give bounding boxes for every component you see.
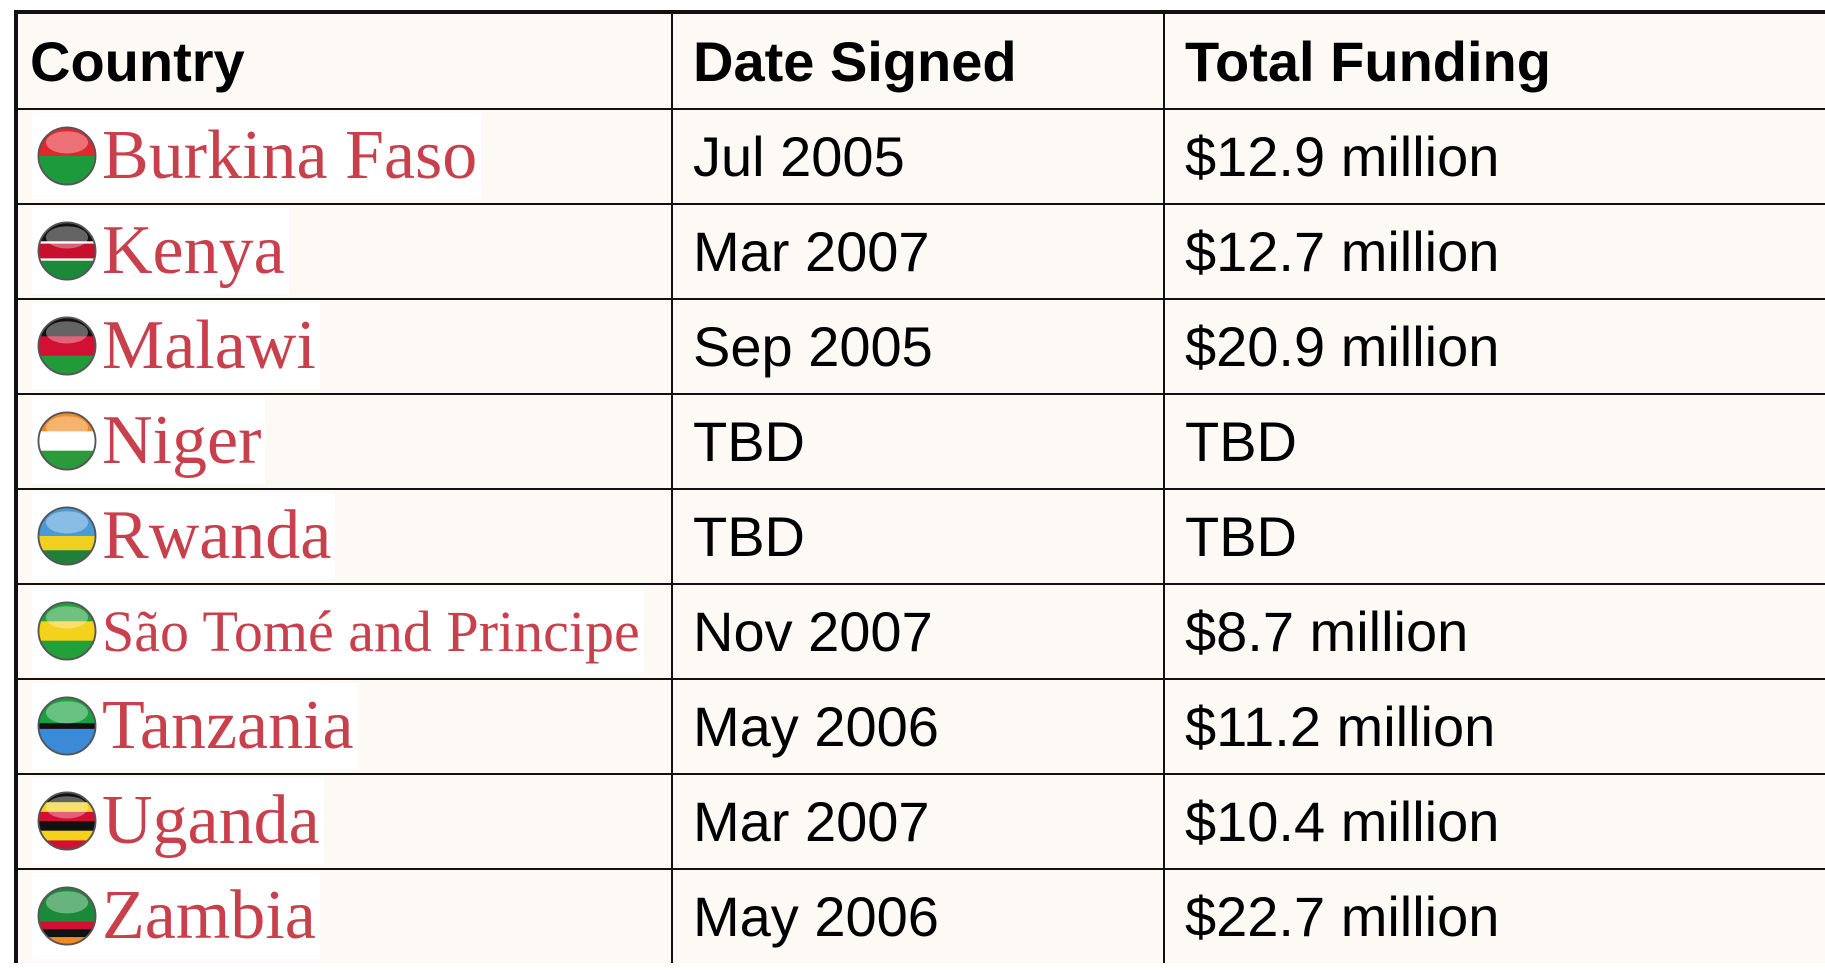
flag-icon — [37, 316, 97, 376]
table-row: Malawi Sep 2005 $20.9 million — [14, 298, 1825, 395]
country-cell: Zambia — [14, 868, 673, 963]
flag-icon — [37, 791, 97, 851]
country-cell: Rwanda — [14, 488, 673, 585]
table-row: Niger TBD TBD — [14, 393, 1825, 490]
flag-icon — [37, 886, 97, 946]
funding-table: Country Date Signed Total Funding Burkin… — [14, 10, 1825, 963]
header-cell: Country — [14, 10, 673, 110]
country-label: Burkina Faso — [32, 113, 482, 199]
country-label: Niger — [32, 398, 266, 484]
funding-cell: $20.9 million — [1163, 298, 1825, 395]
country-label: Zambia — [32, 873, 320, 959]
table-row: São Tomé and Principe Nov 2007 $8.7 millio… — [14, 583, 1825, 680]
date-cell: May 2006 — [671, 678, 1165, 775]
date-cell: Nov 2007 — [671, 583, 1165, 680]
date-cell: Sep 2005 — [671, 298, 1165, 395]
country-cell: Malawi — [14, 298, 673, 395]
flag-icon — [37, 411, 97, 471]
funding-cell: $10.4 million — [1163, 773, 1825, 870]
flag-icon — [37, 126, 97, 186]
country-label: Uganda — [32, 778, 324, 864]
date-cell: TBD — [671, 488, 1165, 585]
country-name: Niger — [102, 402, 262, 479]
table-row: Burkina Faso Jul 2005 $12.9 million — [14, 108, 1825, 205]
country-label: Malawi — [32, 303, 320, 389]
flag-icon — [37, 506, 97, 566]
date-cell: TBD — [671, 393, 1165, 490]
country-name: Zambia — [102, 877, 316, 954]
country-name: Uganda — [102, 782, 320, 859]
country-name: Tanzania — [102, 687, 354, 764]
table-row: Kenya Mar 2007 $12.7 million — [14, 203, 1825, 300]
country-cell: Kenya — [14, 203, 673, 300]
country-name: Malawi — [102, 307, 316, 384]
flag-icon — [37, 221, 97, 281]
country-name: Kenya — [102, 212, 285, 289]
flag-icon — [37, 601, 97, 661]
flag-icon — [37, 696, 97, 756]
funding-cell: TBD — [1163, 488, 1825, 585]
date-cell: Mar 2007 — [671, 203, 1165, 300]
country-cell: Tanzania — [14, 678, 673, 775]
country-cell: Burkina Faso — [14, 108, 673, 205]
header-cell: Total Funding — [1163, 10, 1825, 110]
table-row: Tanzania May 2006 $11.2 million — [14, 678, 1825, 775]
country-label: Rwanda — [32, 493, 336, 579]
header-row: Country Date Signed Total Funding — [14, 10, 1825, 110]
table-row: Uganda Mar 2007 $10.4 million — [14, 773, 1825, 870]
funding-cell: $12.7 million — [1163, 203, 1825, 300]
table-row: Zambia May 2006 $22.7 million — [14, 868, 1825, 963]
country-label: São Tomé and Principe — [32, 588, 644, 674]
country-cell: Uganda — [14, 773, 673, 870]
funding-cell: $22.7 million — [1163, 868, 1825, 963]
country-cell: Niger — [14, 393, 673, 490]
country-name: Rwanda — [102, 497, 332, 574]
funding-cell: $8.7 million — [1163, 583, 1825, 680]
country-label: Tanzania — [32, 683, 358, 769]
funding-cell: $11.2 million — [1163, 678, 1825, 775]
date-cell: Mar 2007 — [671, 773, 1165, 870]
date-cell: May 2006 — [671, 868, 1165, 963]
country-name: São Tomé and Principe — [102, 598, 640, 664]
funding-cell: TBD — [1163, 393, 1825, 490]
funding-cell: $12.9 million — [1163, 108, 1825, 205]
country-cell: São Tomé and Principe — [14, 583, 673, 680]
country-label: Kenya — [32, 208, 289, 294]
country-name: Burkina Faso — [102, 117, 478, 194]
header-cell: Date Signed — [671, 10, 1165, 110]
table-row: Rwanda TBD TBD — [14, 488, 1825, 585]
date-cell: Jul 2005 — [671, 108, 1165, 205]
